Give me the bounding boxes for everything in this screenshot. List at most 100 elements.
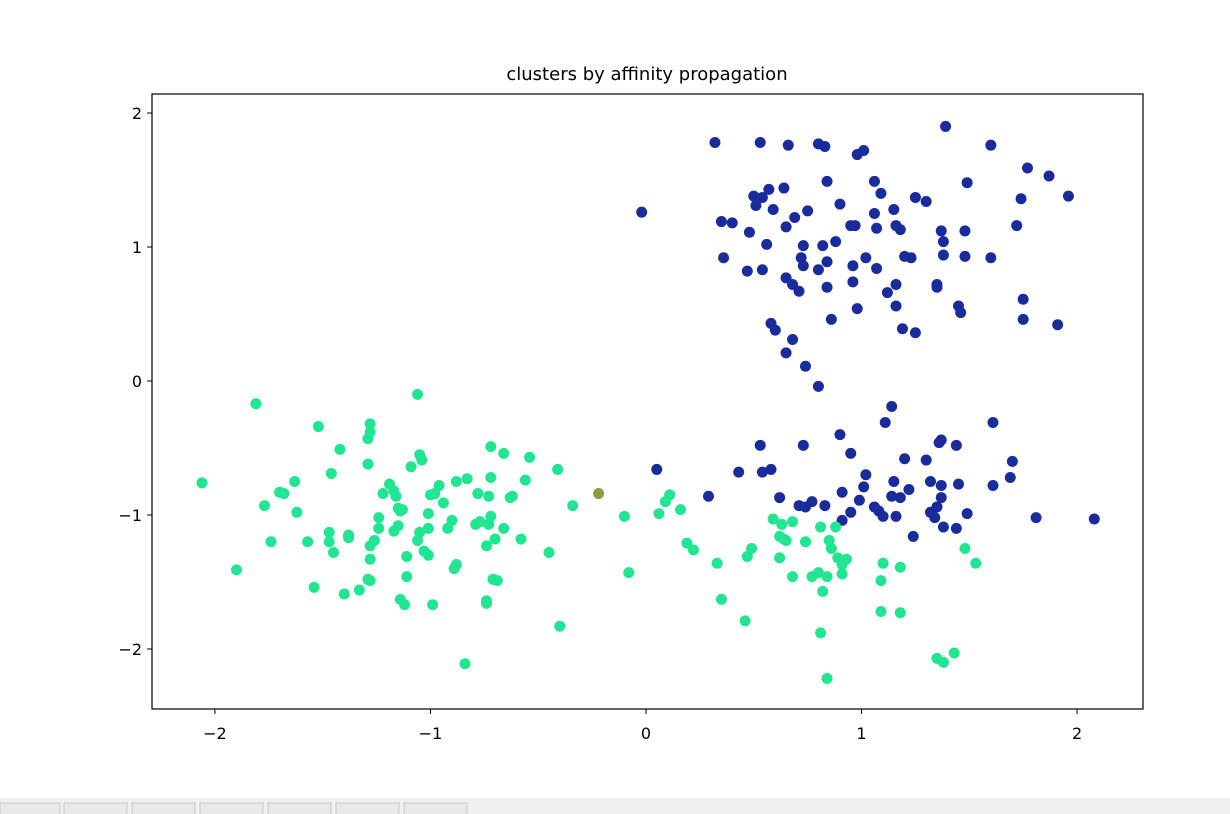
- point: [793, 285, 805, 297]
- point: [890, 300, 902, 312]
- point: [774, 552, 786, 564]
- point: [970, 557, 982, 569]
- point: [368, 534, 380, 546]
- point: [756, 264, 768, 276]
- point: [886, 400, 898, 412]
- point: [302, 536, 314, 548]
- point: [427, 599, 439, 611]
- point: [782, 139, 794, 151]
- point: [230, 564, 242, 576]
- point: [871, 262, 883, 274]
- point: [877, 557, 889, 569]
- point: [920, 454, 932, 466]
- point: [817, 240, 829, 252]
- point: [950, 439, 962, 451]
- point: [651, 463, 663, 475]
- point: [780, 534, 792, 546]
- point: [746, 542, 758, 554]
- point: [405, 461, 417, 473]
- point: [815, 627, 827, 639]
- point: [935, 480, 947, 492]
- point: [396, 504, 408, 516]
- point: [448, 563, 460, 575]
- point: [847, 276, 859, 288]
- point: [905, 252, 917, 264]
- point: [985, 252, 997, 264]
- point: [515, 533, 527, 545]
- point: [715, 593, 727, 605]
- toolbar-button[interactable]: [199, 802, 264, 814]
- point: [373, 512, 385, 524]
- point: [847, 260, 859, 272]
- point: [937, 249, 949, 261]
- point: [485, 441, 497, 453]
- point: [250, 398, 262, 410]
- point: [491, 575, 503, 587]
- point: [787, 571, 799, 583]
- point: [769, 324, 781, 336]
- point: [519, 474, 531, 486]
- point: [323, 526, 335, 538]
- point: [858, 481, 870, 493]
- toolbar-button[interactable]: [0, 802, 61, 814]
- point: [485, 471, 497, 483]
- point: [787, 516, 799, 528]
- point: [323, 536, 335, 548]
- point: [763, 183, 775, 195]
- toolbar-button[interactable]: [335, 802, 400, 814]
- point: [664, 489, 676, 501]
- point: [291, 506, 303, 518]
- point: [739, 615, 751, 627]
- toolbar-button[interactable]: [131, 802, 196, 814]
- point: [364, 553, 376, 565]
- point: [1062, 190, 1074, 202]
- toolbar-button[interactable]: [403, 802, 468, 814]
- point: [933, 437, 945, 449]
- point: [821, 672, 833, 684]
- point: [894, 224, 906, 236]
- point: [489, 533, 501, 545]
- point: [907, 530, 919, 542]
- point: [1015, 193, 1027, 205]
- point: [446, 514, 458, 526]
- point: [875, 605, 887, 617]
- point: [481, 540, 493, 552]
- point: [442, 522, 454, 534]
- point: [1088, 513, 1100, 525]
- point: [821, 571, 833, 583]
- point: [543, 547, 555, 559]
- point: [554, 620, 566, 632]
- point: [985, 139, 997, 151]
- point: [392, 520, 404, 532]
- point: [774, 492, 786, 504]
- point: [1017, 293, 1029, 305]
- point: [780, 347, 792, 359]
- point: [948, 647, 960, 659]
- point: [959, 250, 971, 262]
- point: [711, 557, 723, 569]
- point: [761, 238, 773, 250]
- point: [265, 536, 277, 548]
- point: [726, 217, 738, 229]
- point: [920, 195, 932, 207]
- toolbar-button[interactable]: [63, 802, 128, 814]
- point: [767, 203, 779, 215]
- point: [858, 145, 870, 157]
- point: [1006, 455, 1018, 467]
- point: [860, 469, 872, 481]
- point: [412, 388, 424, 400]
- point: [334, 443, 346, 455]
- point: [767, 513, 779, 525]
- point: [890, 510, 902, 522]
- point: [894, 492, 906, 504]
- point: [325, 467, 337, 479]
- point: [961, 177, 973, 189]
- point: [1030, 512, 1042, 524]
- point: [935, 225, 947, 237]
- x-tick-label: −2: [203, 724, 227, 743]
- point: [797, 240, 809, 252]
- toolbar-button[interactable]: [267, 802, 332, 814]
- point: [373, 522, 385, 534]
